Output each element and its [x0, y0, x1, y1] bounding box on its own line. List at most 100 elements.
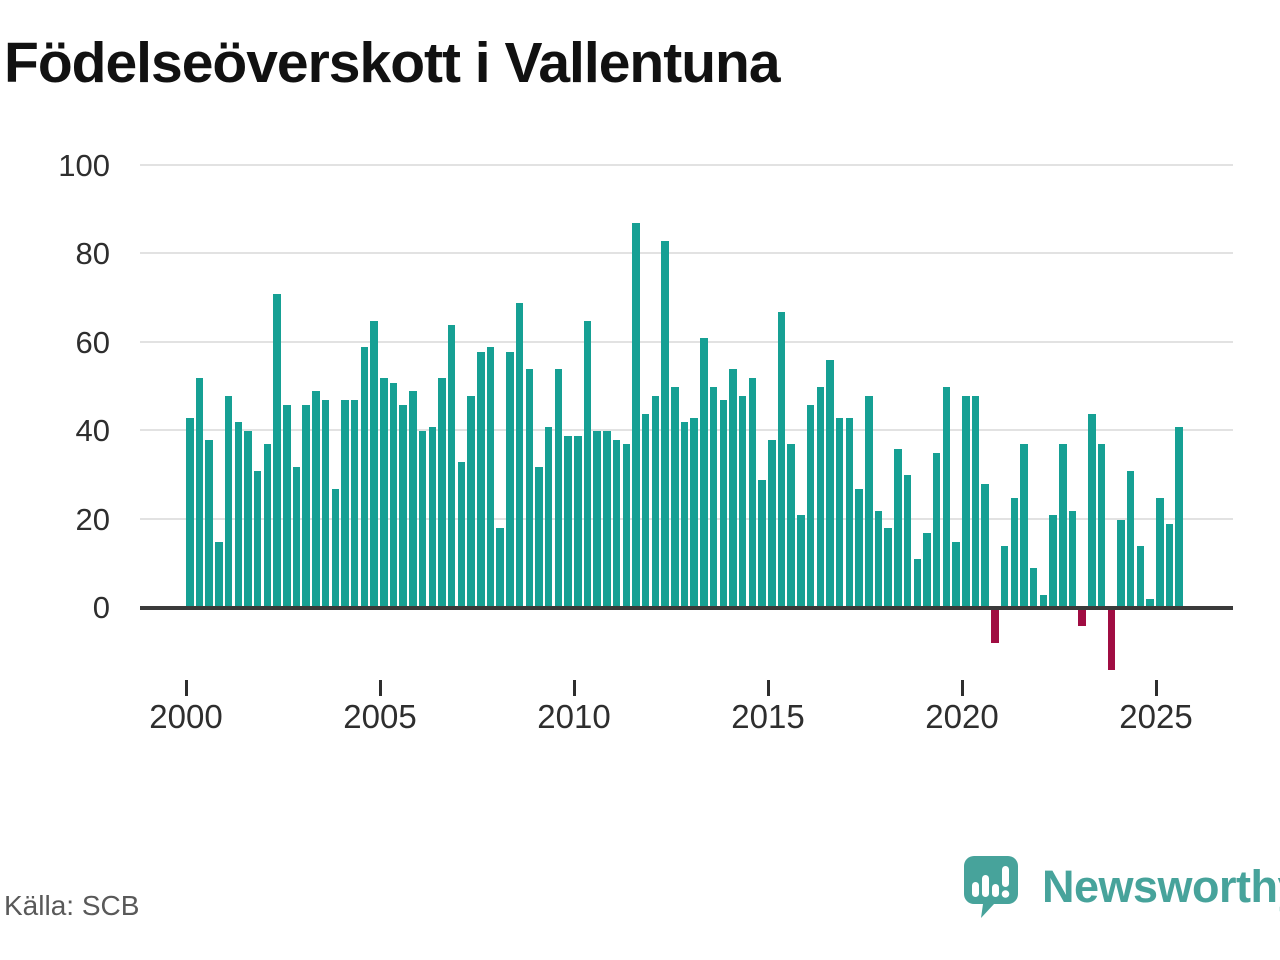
bar-2001q4 — [253, 470, 262, 608]
bar-2023q3 — [1097, 444, 1106, 608]
bar-2014q2 — [738, 395, 747, 608]
bar-2001q1 — [224, 395, 233, 608]
bar-2004q4 — [370, 320, 378, 608]
page-title: Födelseöverskott i Vallentuna — [4, 31, 781, 95]
bar-2002q4 — [292, 466, 301, 608]
bar-2023q1 — [1078, 608, 1086, 626]
bar-2003q1 — [302, 404, 310, 608]
bar-2012q1 — [651, 395, 660, 608]
bar-2019q1 — [923, 532, 931, 608]
bar-2011q3 — [632, 223, 640, 608]
bar-2016q3 — [826, 360, 834, 608]
bar-2016q4 — [835, 417, 844, 608]
bar-2015q2 — [777, 311, 786, 608]
bar-2003q2 — [312, 391, 320, 608]
bar-2024q1 — [1117, 519, 1125, 608]
bar-2022q4 — [1068, 510, 1077, 608]
bar-2021q3 — [1020, 444, 1028, 608]
gridline-60 — [140, 340, 1233, 343]
bar-2024q3 — [1136, 546, 1145, 608]
plot-area — [140, 164, 1233, 670]
bar-2001q3 — [244, 431, 252, 608]
bar-2008q4 — [525, 369, 533, 608]
bar-2019q4 — [952, 541, 960, 608]
bar-2014q3 — [748, 378, 757, 608]
bar-2009q3 — [554, 369, 563, 608]
bar-2014q4 — [758, 479, 766, 608]
x-tick-mark-2005 — [378, 680, 382, 696]
x-tick-label-2000: 2000 — [149, 698, 223, 735]
bar-2016q2 — [816, 387, 824, 608]
logo-text: Newsworthy — [1042, 860, 1280, 912]
y-tick-label-40: 40 — [75, 413, 110, 449]
bar-2010q4 — [603, 431, 611, 608]
bar-2023q2 — [1088, 413, 1096, 608]
bar-2020q1 — [962, 395, 970, 608]
source-note: Källa: SCB — [4, 890, 140, 921]
bar-2022q3 — [1059, 444, 1067, 608]
bar-2000q4 — [215, 541, 223, 608]
x-tick-mark-2020 — [960, 680, 964, 696]
bar-2008q1 — [496, 528, 504, 608]
bar-2020q4 — [991, 608, 999, 644]
bar-2025q1 — [1156, 497, 1164, 608]
bar-2006q2 — [428, 426, 436, 608]
bar-2013q1 — [690, 417, 698, 608]
bar-2008q2 — [506, 351, 514, 608]
bar-2024q2 — [1126, 470, 1135, 608]
bar-2000q1 — [186, 417, 194, 608]
newsworthy-logo[interactable]: Newsworthy — [960, 854, 1280, 927]
bar-2003q4 — [331, 488, 339, 608]
bar-2013q2 — [700, 338, 708, 608]
bar-2020q2 — [971, 395, 980, 608]
bar-2022q1 — [1039, 594, 1048, 608]
bar-2018q3 — [903, 475, 912, 608]
x-tick-mark-2000 — [184, 680, 188, 696]
bar-2017q2 — [855, 488, 863, 608]
bar-2015q4 — [797, 515, 805, 608]
bar-2013q3 — [709, 387, 718, 608]
x-tick-label-2010: 2010 — [537, 698, 611, 735]
bar-2009q1 — [535, 466, 543, 608]
bar-2000q3 — [205, 440, 213, 608]
bar-2006q4 — [447, 325, 456, 608]
x-tick-mark-2025 — [1154, 680, 1158, 696]
bar-2019q3 — [942, 387, 951, 608]
bar-2020q3 — [981, 484, 989, 608]
bar-2016q1 — [806, 404, 815, 608]
bar-2005q3 — [399, 404, 407, 608]
y-tick-label-100: 100 — [58, 148, 110, 183]
bar-2004q2 — [350, 400, 359, 608]
bar-2007q1 — [457, 462, 466, 608]
bar-2013q4 — [719, 400, 727, 608]
bar-2012q2 — [661, 241, 669, 608]
y-tick-label-80: 80 — [75, 236, 110, 272]
bar-2023q4 — [1107, 608, 1115, 670]
bar-2002q1 — [263, 444, 272, 608]
bar-2018q2 — [894, 448, 902, 608]
y-tick-label-20: 20 — [75, 501, 110, 537]
bar-2017q4 — [874, 510, 883, 608]
bar-2019q2 — [932, 453, 941, 608]
x-tick-label-2025: 2025 — [1119, 698, 1193, 735]
bar-2024q4 — [1146, 599, 1154, 608]
bar-2018q1 — [884, 528, 892, 608]
bar-2018q4 — [913, 559, 921, 608]
bar-2012q3 — [671, 387, 679, 608]
bar-2010q2 — [583, 320, 592, 608]
bar-2005q4 — [409, 391, 417, 608]
bar-2021q2 — [1010, 497, 1018, 608]
bar-2021q4 — [1029, 568, 1038, 608]
bar-2008q3 — [515, 303, 524, 608]
bar-2010q3 — [593, 431, 601, 608]
bar-2017q1 — [845, 417, 854, 608]
bar-2005q1 — [380, 378, 388, 608]
x-axis-zero-line — [140, 606, 1233, 610]
bar-2017q3 — [865, 395, 873, 608]
bar-2001q2 — [234, 422, 242, 608]
bar-2015q1 — [768, 440, 776, 608]
bar-2015q3 — [787, 444, 795, 608]
bar-2000q2 — [195, 378, 204, 608]
bar-2007q2 — [467, 395, 475, 608]
bar-2009q4 — [564, 435, 572, 608]
